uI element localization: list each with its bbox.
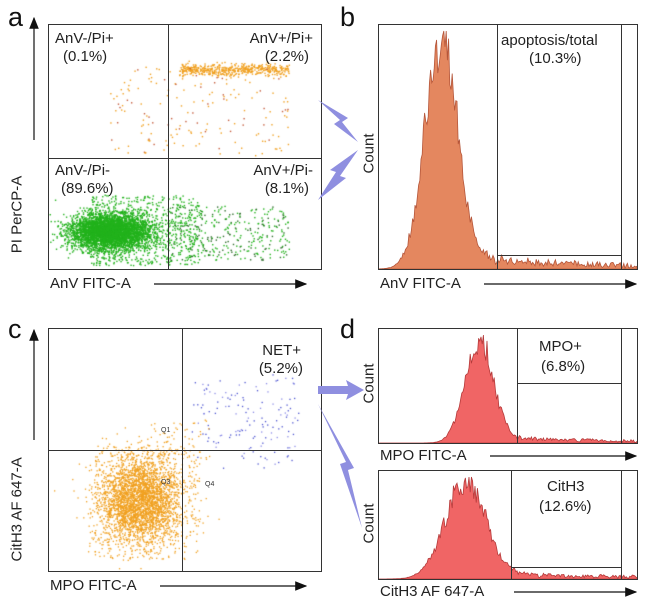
panel-c-horizontal-gate: [49, 450, 321, 451]
quadrant-br-pct: (8.1%): [264, 180, 309, 197]
panel-a-scatter-plot: AnV-/Pi+ (0.1%) AnV+/Pi+ (2.2%) AnV-/Pi-…: [48, 24, 322, 270]
panel-d-top-gate-bar: [517, 383, 621, 384]
panel-c-q4-label: Q4: [205, 481, 215, 488]
panel-d-top-histogram-svg: [379, 334, 637, 443]
panel-d-top-gate-left: [517, 329, 518, 443]
quadrant-bl-pct: (89.6%): [61, 180, 114, 197]
panel-b-gate-bar: [497, 255, 621, 256]
panel-label-d: d: [340, 314, 356, 344]
panel-a-scatter-points: [49, 25, 321, 269]
quadrant-tr-name: AnV+/Pi+: [249, 30, 313, 47]
panel-label-a: a: [8, 2, 24, 32]
panel-b-histogram-svg: [379, 30, 637, 269]
quadrant-bl-name: AnV-/Pi-: [55, 162, 111, 179]
panel-d-top-gate-name: MPO+: [539, 338, 582, 355]
quadrant-tl-pct: (0.1%): [63, 48, 108, 65]
panel-d-bottom-gate-bar: [511, 567, 621, 568]
panel-b-x-label: AnV FITC-A: [380, 275, 461, 292]
panel-d-bottom-gate-pct: (12.6%): [539, 498, 592, 515]
panel-d-top-histogram: MPO+ (6.8%): [378, 328, 638, 444]
panel-c-q1-label: Q1: [161, 427, 171, 434]
panel-b-gate-name: apoptosis/total: [501, 32, 598, 49]
panel-c-gate-pct: (5.2%): [258, 360, 303, 377]
connector-arrow-c-bottom: [318, 404, 362, 528]
histB-area: [379, 30, 637, 269]
histD1-area: [379, 334, 637, 443]
panel-d-top-gate-right: [621, 329, 622, 443]
panel-d-bottom-gate-left: [511, 471, 512, 579]
histD2-area: [379, 476, 637, 579]
panel-d-bottom-x-label: CitH3 AF 647-A: [380, 583, 485, 600]
panel-d-bottom-gate-right: [621, 471, 622, 579]
connector-arrow-upper: [318, 100, 358, 142]
quadrant-tl-name: AnV-/Pi+: [55, 30, 114, 47]
panel-b-gate-left: [497, 25, 498, 269]
panel-d-bottom-gate-name: CitH3: [547, 478, 585, 495]
panel-a-x-label: AnV FITC-A: [50, 275, 131, 292]
panel-c-scatter-plot: NET+ (5.2%) Q1 Q3 Q4: [48, 328, 322, 572]
panel-c-gate-name: NET+: [262, 342, 301, 359]
quadrant-br-name: AnV+/Pi-: [253, 162, 313, 179]
panel-b-histogram: apoptosis/total (10.3%): [378, 24, 638, 270]
panel-label-b: b: [340, 2, 356, 32]
connector-arrow-lower: [318, 150, 358, 200]
panel-b-gate-right: [621, 25, 622, 269]
panel-c-x-label: MPO FITC-A: [50, 577, 137, 594]
connector-arrow-c-top: [318, 380, 364, 400]
panel-label-c: c: [8, 314, 22, 344]
panel-b-gate-pct: (10.3%): [529, 50, 582, 67]
panel-a-horizontal-gate: [49, 158, 321, 159]
panel-c-q3-label: Q3: [161, 479, 171, 486]
quadrant-tr-pct: (2.2%): [264, 48, 309, 65]
panel-d-bottom-histogram-svg: [379, 476, 637, 579]
panel-d-top-x-label: MPO FITC-A: [380, 447, 467, 464]
panel-d-top-gate-pct: (6.8%): [541, 358, 586, 375]
panel-a-vertical-gate: [168, 25, 169, 269]
panel-d-bottom-histogram: CitH3 (12.6%): [378, 470, 638, 580]
